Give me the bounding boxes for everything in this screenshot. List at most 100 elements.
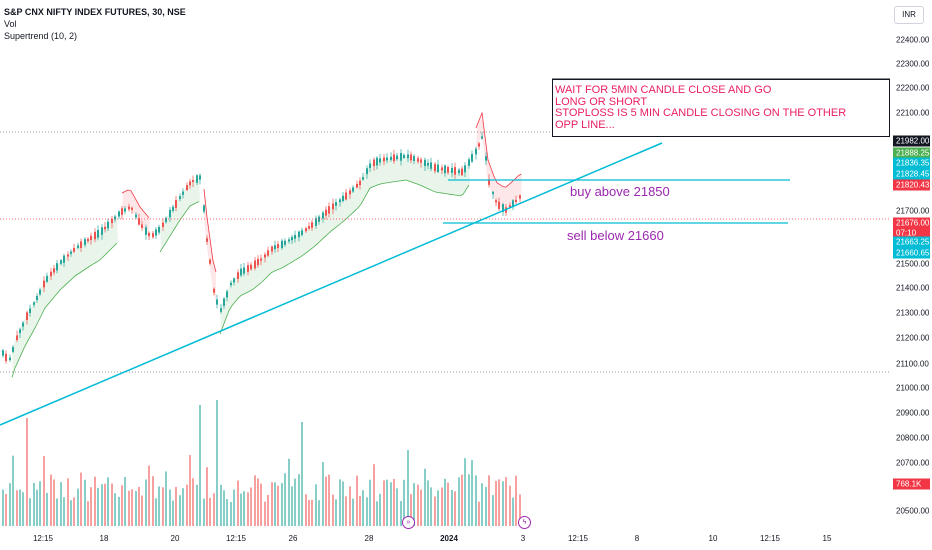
candle-body bbox=[141, 224, 143, 228]
volume-bar bbox=[94, 476, 96, 526]
currency-button[interactable]: INR bbox=[894, 6, 924, 24]
buy-callout[interactable]: buy above 21850 bbox=[570, 184, 670, 199]
price-tag: 07:10 bbox=[893, 227, 930, 239]
volume-bar bbox=[492, 495, 494, 526]
candle-body bbox=[243, 267, 245, 274]
candle-body bbox=[447, 167, 449, 173]
candle-body bbox=[124, 208, 126, 212]
candle-body bbox=[383, 157, 385, 162]
candle-body bbox=[175, 200, 177, 208]
volume-bar bbox=[318, 500, 320, 526]
candle-body bbox=[216, 299, 218, 305]
candle-body bbox=[145, 227, 147, 235]
volume-bar bbox=[420, 489, 422, 526]
ascending-trendline bbox=[0, 142, 663, 426]
candle-body bbox=[403, 154, 405, 158]
candle-body bbox=[437, 164, 439, 173]
price-axis-label: 21700.00 bbox=[896, 206, 930, 216]
sell-callout[interactable]: sell below 21660 bbox=[567, 228, 664, 243]
candle-body bbox=[39, 289, 41, 295]
volume-bar bbox=[254, 475, 256, 526]
volume-bar bbox=[444, 478, 446, 526]
candle-body bbox=[67, 254, 69, 257]
candle-body bbox=[342, 195, 344, 202]
candle-body bbox=[189, 181, 191, 186]
candle-body bbox=[257, 258, 259, 266]
volume-bar bbox=[209, 497, 211, 526]
volume-bar bbox=[305, 494, 307, 526]
candle-body bbox=[441, 167, 443, 171]
volume-bar bbox=[288, 458, 290, 526]
candle-body bbox=[233, 278, 235, 283]
candle-body bbox=[458, 169, 460, 174]
volume-bar bbox=[247, 492, 249, 526]
volume-bar bbox=[230, 501, 232, 526]
volume-bar bbox=[264, 501, 266, 526]
candle-body bbox=[311, 222, 313, 228]
volume-bar bbox=[213, 493, 215, 526]
volume-bar bbox=[481, 483, 483, 526]
candle-body bbox=[519, 195, 521, 199]
candle-body bbox=[492, 191, 494, 195]
volume-bar bbox=[203, 498, 205, 526]
volume-bar bbox=[393, 478, 395, 526]
candle-body bbox=[107, 221, 109, 229]
volume-bar bbox=[441, 487, 443, 526]
candle-body bbox=[56, 263, 58, 271]
volume-bar bbox=[155, 498, 157, 526]
volume-bars bbox=[2, 400, 521, 526]
price-tag: 21836.35 bbox=[893, 157, 930, 169]
candle-body bbox=[277, 244, 279, 248]
volume-bar bbox=[519, 494, 521, 526]
volume-bar bbox=[114, 493, 116, 526]
volume-bar bbox=[12, 455, 14, 526]
volume-bar bbox=[281, 483, 283, 526]
supertrend-indicator-label[interactable]: Supertrend (10, 2) bbox=[4, 31, 78, 41]
candle-body bbox=[294, 234, 296, 239]
candle-body bbox=[284, 240, 286, 245]
volume-bar bbox=[325, 476, 327, 526]
volume-bar bbox=[77, 488, 79, 526]
time-axis-label: 3 bbox=[520, 534, 526, 543]
volume-bar bbox=[67, 478, 69, 526]
replay-marker-icon[interactable]: » bbox=[402, 516, 415, 529]
price-axis-label: 21500.00 bbox=[896, 259, 930, 269]
candle-body bbox=[179, 196, 181, 200]
supertrend-up-band bbox=[12, 215, 118, 375]
volume-bar bbox=[332, 494, 334, 526]
volume-bar bbox=[158, 486, 160, 526]
lightning-marker-icon[interactable]: ϟ bbox=[518, 516, 531, 529]
candle-body bbox=[410, 154, 412, 161]
volume-bar bbox=[437, 490, 439, 526]
volume-bar bbox=[16, 490, 18, 526]
volume-bar bbox=[410, 494, 412, 526]
price-tag: 21888.25 bbox=[893, 147, 930, 159]
volume-bar bbox=[162, 487, 164, 526]
candle-body bbox=[495, 200, 497, 203]
candle-body bbox=[240, 268, 242, 276]
supertrend-fill bbox=[11, 111, 522, 378]
volume-bar bbox=[250, 487, 252, 526]
candle-body bbox=[9, 357, 11, 361]
volume-bar bbox=[63, 497, 65, 526]
candle-body bbox=[12, 346, 14, 352]
candle-body bbox=[332, 203, 334, 210]
volume-bar bbox=[121, 485, 123, 526]
volume-bar bbox=[152, 476, 154, 526]
volume-bar bbox=[376, 501, 378, 526]
candle-body bbox=[356, 183, 358, 188]
volume-bar bbox=[223, 490, 225, 526]
candle-body bbox=[359, 180, 361, 186]
volume-bar bbox=[359, 495, 361, 526]
candle-body bbox=[182, 191, 184, 195]
candle-body bbox=[87, 238, 89, 242]
price-axis-label: 21300.00 bbox=[896, 308, 930, 318]
candle-body bbox=[393, 154, 395, 162]
volume-indicator-label[interactable]: Vol bbox=[4, 19, 17, 29]
trade-note-annotation[interactable]: WAIT FOR 5MIN CANDLE CLOSE AND GO LONG O… bbox=[552, 79, 890, 137]
symbol-title[interactable]: S&P CNX NIFTY INDEX FUTURES, 30, NSE bbox=[4, 7, 186, 17]
price-axis-label: 22400.00 bbox=[896, 35, 930, 45]
candle-body bbox=[260, 258, 262, 261]
time-axis-label: 12:15 bbox=[567, 534, 589, 543]
